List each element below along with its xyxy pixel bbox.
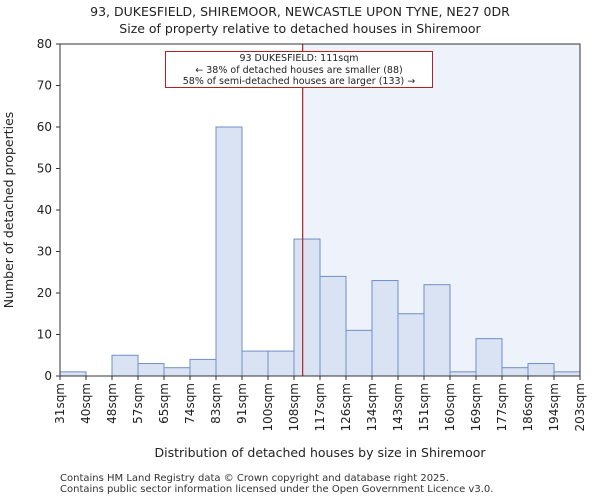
footer-licence: Contains public sector information licen… — [60, 484, 494, 495]
histogram-bar — [475, 338, 503, 377]
histogram-bar — [527, 363, 555, 377]
annotation-line-2: ← 38% of detached houses are smaller (88… — [195, 64, 403, 76]
y-tick-label: 70 — [37, 79, 52, 93]
y-tick-label: 80 — [37, 37, 52, 51]
x-tick-label: 65sqm — [157, 383, 171, 424]
histogram-bar — [241, 350, 269, 377]
x-axis-label: Distribution of detached houses by size … — [154, 445, 486, 460]
histogram-bar — [371, 280, 399, 377]
x-tick-label: 40sqm — [79, 383, 93, 424]
x-tick-label: 100sqm — [261, 383, 275, 431]
x-tick-label: 177sqm — [495, 383, 509, 431]
y-tick-label: 50 — [37, 162, 52, 176]
property-annotation-box: 93 DUKESFIELD: 111sqm ← 38% of detached … — [165, 51, 433, 88]
histogram-bar — [163, 367, 191, 377]
x-tick-label: 126sqm — [339, 383, 353, 431]
x-tick-label: 194sqm — [547, 383, 561, 431]
annotation-line-1: 93 DUKESFIELD: 111sqm — [239, 53, 359, 64]
x-tick-label: 91sqm — [235, 383, 249, 424]
y-tick-label: 60 — [37, 120, 52, 134]
y-tick-label: 40 — [37, 203, 52, 217]
footer-copyright: Contains HM Land Registry data © Crown c… — [60, 473, 449, 484]
y-axis-label: Number of detached properties — [1, 112, 16, 309]
x-tick-label: 186sqm — [521, 383, 535, 431]
histogram-bar — [111, 354, 139, 377]
histogram-bar — [423, 284, 451, 377]
histogram-bar — [397, 313, 425, 377]
x-tick-label: 203sqm — [573, 383, 587, 431]
x-tick-label: 74sqm — [183, 383, 197, 424]
histogram-bar — [319, 275, 347, 377]
histogram-bar — [267, 350, 295, 377]
y-tick-label: 20 — [37, 286, 52, 300]
y-tick-label: 30 — [37, 245, 52, 259]
x-tick-label: 169sqm — [469, 383, 483, 431]
x-tick-label: 31sqm — [53, 383, 67, 424]
histogram-bar — [215, 126, 243, 377]
x-tick-label: 48sqm — [105, 383, 119, 424]
y-tick-label: 10 — [37, 328, 52, 342]
histogram-bar — [59, 371, 87, 377]
x-tick-label: 134sqm — [365, 383, 379, 431]
x-tick-label: 160sqm — [443, 383, 457, 431]
x-tick-label: 83sqm — [209, 383, 223, 424]
x-tick-label: 57sqm — [131, 383, 145, 424]
histogram-bar — [345, 329, 373, 377]
histogram-bar — [293, 238, 321, 377]
histogram-bar — [553, 371, 581, 377]
chart-title: 93, DUKESFIELD, SHIREMOOR, NEWCASTLE UPO… — [90, 4, 510, 19]
x-tick-label: 117sqm — [313, 383, 327, 431]
chart-subtitle: Size of property relative to detached ho… — [119, 21, 481, 36]
histogram-bar — [449, 371, 477, 377]
histogram-bar — [189, 358, 217, 377]
histogram-bar — [137, 363, 165, 377]
x-tick-label: 151sqm — [417, 383, 431, 431]
y-tick-label: 0 — [44, 369, 52, 383]
annotation-line-3: 58% of semi-detached houses are larger (… — [182, 76, 416, 87]
histogram-bar — [501, 367, 529, 377]
x-tick-label: 143sqm — [391, 383, 405, 431]
x-tick-label: 108sqm — [287, 383, 301, 431]
